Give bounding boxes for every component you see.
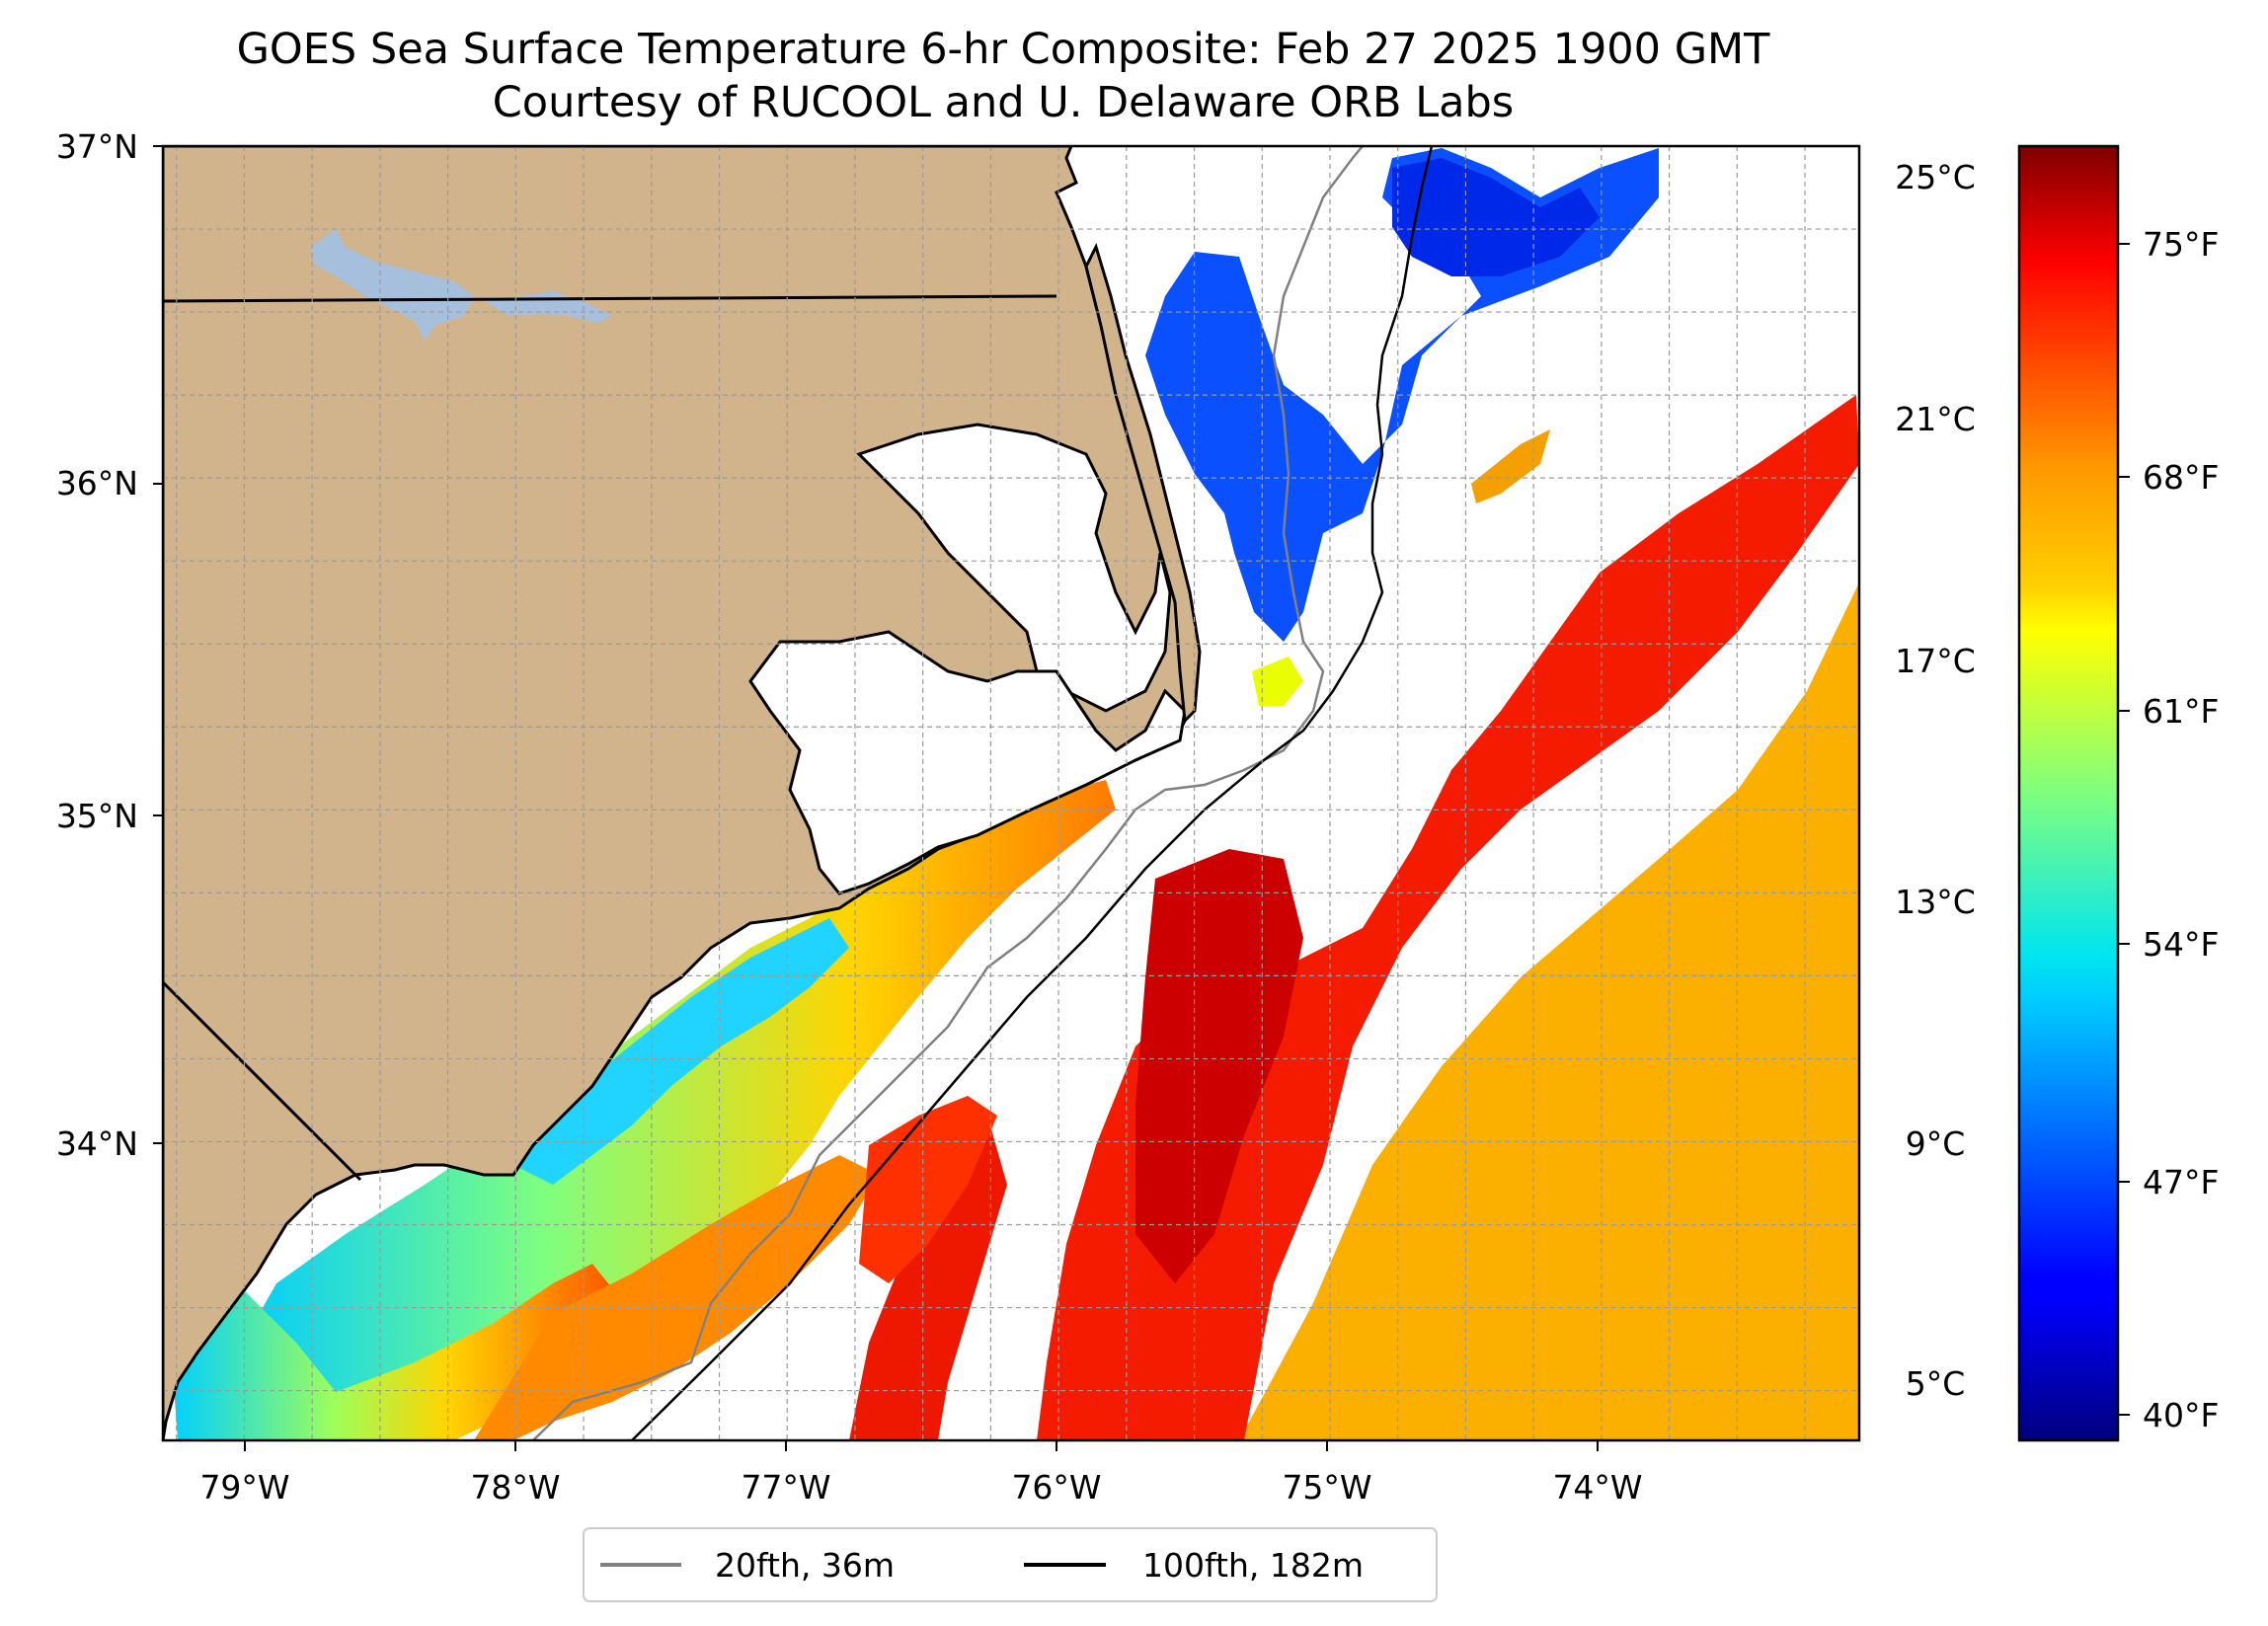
sst-gulf-stream-darkcore bbox=[1135, 849, 1303, 1283]
outer-banks-island bbox=[1084, 242, 1202, 725]
celsius-tick-label: 13°C bbox=[1895, 883, 1976, 921]
colorbar-celsius-axis: 25°C 21°C 17°C 13°C 9°C 5°C bbox=[1895, 158, 1976, 1403]
lat-axis: 37°N 36°N 35°N 34°N bbox=[56, 127, 163, 1163]
fahrenheit-tick-label: 61°F bbox=[2143, 692, 2219, 731]
legend-label-20fth: 20fth, 36m bbox=[715, 1546, 895, 1585]
legend: 20fth, 36m 100fth, 182m bbox=[583, 1527, 1438, 1602]
legend-box bbox=[583, 1527, 1438, 1602]
sst-red-shelf-edge bbox=[859, 1096, 997, 1283]
celsius-tick-label: 21°C bbox=[1895, 400, 1976, 438]
lon-axis: 79°W 78°W 77°W 76°W 75°W 74°W bbox=[199, 1440, 1643, 1507]
legend-label-100fth: 100fth, 182m bbox=[1142, 1546, 1364, 1585]
isobath-20fth bbox=[532, 146, 1364, 1440]
sst-red-tongue-south bbox=[849, 1116, 1007, 1440]
sst-gulf-stream-core bbox=[1037, 395, 1859, 1440]
sst-yellow-patch bbox=[1252, 657, 1303, 706]
lon-tick-label: 77°W bbox=[741, 1468, 830, 1507]
fahrenheit-tick-label: 40°F bbox=[2143, 1396, 2219, 1434]
kerr-lake bbox=[311, 229, 474, 341]
sst-gulf-stream-east bbox=[1239, 582, 1859, 1440]
celsius-tick-label: 5°C bbox=[1906, 1364, 1966, 1403]
colorbar bbox=[2017, 144, 2120, 1442]
fahrenheit-tick-label: 47°F bbox=[2143, 1163, 2219, 1201]
isobath-100fth bbox=[631, 146, 1434, 1440]
state-border-nc-sc bbox=[163, 980, 362, 1182]
celsius-tick-label: 25°C bbox=[1895, 158, 1976, 196]
gridlines bbox=[163, 146, 1859, 1440]
lon-tick-label: 78°W bbox=[470, 1468, 560, 1507]
fahrenheit-tick-label: 68°F bbox=[2143, 458, 2219, 497]
celsius-tick-label: 17°C bbox=[1895, 642, 1976, 680]
lon-tick-label: 74°W bbox=[1552, 1468, 1642, 1507]
sst-warm-eddy bbox=[1471, 429, 1550, 503]
lat-tick-label: 35°N bbox=[56, 797, 138, 835]
lat-tick-label: 34°N bbox=[56, 1124, 138, 1163]
lat-tick-label: 36°N bbox=[56, 464, 138, 503]
lon-tick-label: 79°W bbox=[199, 1468, 289, 1507]
colorbar-fahrenheit-axis: 75°F 68°F 61°F 54°F 47°F 40°F bbox=[2118, 225, 2219, 1434]
lon-tick-label: 76°W bbox=[1011, 1468, 1101, 1507]
pamlico-sound bbox=[748, 630, 1187, 895]
fahrenheit-tick-label: 54°F bbox=[2143, 925, 2219, 964]
map-title-line1: GOES Sea Surface Temperature 6-hr Compos… bbox=[237, 25, 1771, 74]
sst-cyan-shelf bbox=[513, 918, 849, 1185]
celsius-tick-label: 9°C bbox=[1906, 1124, 1966, 1163]
map-title-line2: Courtesy of RUCOOL and U. Delaware ORB L… bbox=[493, 78, 1514, 127]
sst-nearshore-south bbox=[237, 780, 1116, 1440]
fahrenheit-tick-label: 75°F bbox=[2143, 225, 2219, 264]
lon-tick-label: 75°W bbox=[1282, 1468, 1371, 1507]
sst-north-shelf-deep bbox=[1392, 158, 1600, 276]
map-panel bbox=[163, 146, 1859, 1440]
map-frame bbox=[161, 144, 1861, 1442]
lat-tick-label: 37°N bbox=[56, 127, 138, 166]
albemarle-sound bbox=[856, 423, 1172, 713]
